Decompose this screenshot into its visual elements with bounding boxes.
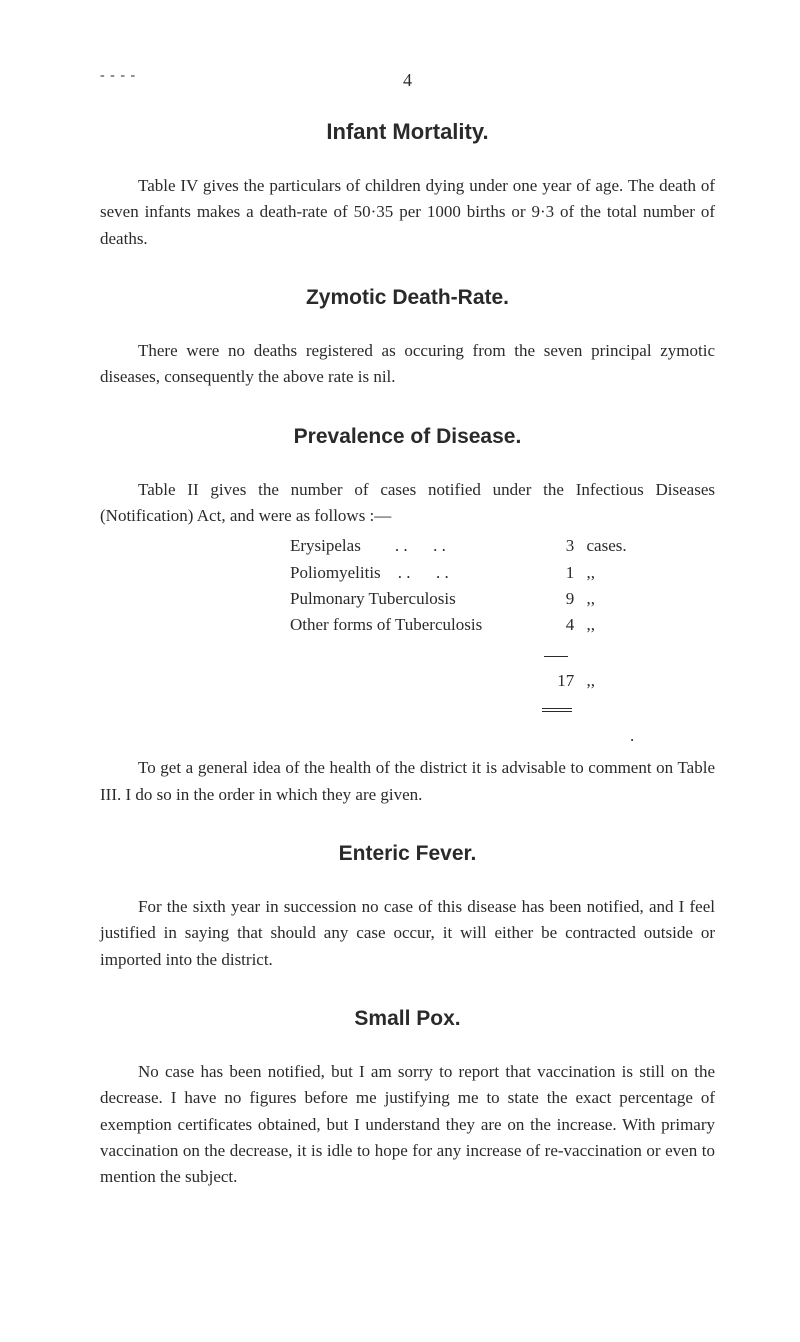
- total-unit: ,,: [587, 668, 596, 694]
- disease-unit: cases.: [587, 533, 627, 559]
- paragraph-infant-mortality: Table IV gives the particulars of childr…: [100, 173, 715, 252]
- page-number: 4: [100, 70, 715, 91]
- disease-label: Pulmonary Tuberculosis: [290, 586, 540, 612]
- disease-unit: ,,: [587, 612, 596, 638]
- disease-label: Erysipelas . . . .: [290, 533, 540, 559]
- heading-prevalence: Prevalence of Disease.: [100, 425, 715, 449]
- disease-value: 1: [544, 560, 574, 586]
- heading-enteric: Enteric Fever.: [100, 842, 715, 866]
- total-row: 17 ,,: [290, 668, 715, 694]
- total-double-rule: [542, 708, 572, 712]
- closing-dot: .: [630, 723, 715, 749]
- paragraph-prevalence-intro: Table II gives the number of cases notif…: [100, 477, 715, 530]
- heading-zymotic: Zymotic Death-Rate.: [100, 286, 715, 310]
- paragraph-zymotic: There were no deaths registered as occur…: [100, 338, 715, 391]
- disease-value: 3: [544, 533, 574, 559]
- disease-value: 9: [544, 586, 574, 612]
- disease-value: 4: [544, 612, 574, 638]
- paragraph-prevalence-closing: To get a general idea of the health of t…: [100, 755, 715, 808]
- disease-unit: ,,: [587, 586, 596, 612]
- paragraph-smallpox: No case has been notified, but I am sorr…: [100, 1059, 715, 1191]
- disease-label: Poliomyelitis . . . .: [290, 560, 540, 586]
- disease-label: Other forms of Tuberculosis: [290, 612, 540, 638]
- list-item: Pulmonary Tuberculosis 9 ,,: [290, 586, 715, 612]
- disease-list: Erysipelas . . . . 3 cases. Poliomyeliti…: [290, 533, 715, 749]
- list-item: Other forms of Tuberculosis 4 ,,: [290, 612, 715, 638]
- total-separator: [544, 656, 568, 657]
- page-dash-mark: - - - -: [100, 68, 136, 84]
- paragraph-enteric: For the sixth year in succession no case…: [100, 894, 715, 973]
- list-item: Erysipelas . . . . 3 cases.: [290, 533, 715, 559]
- list-item: Poliomyelitis . . . . 1 ,,: [290, 560, 715, 586]
- heading-infant-mortality: Infant Mortality.: [100, 119, 715, 145]
- total-value: 17: [544, 668, 574, 694]
- heading-smallpox: Small Pox.: [100, 1007, 715, 1031]
- disease-unit: ,,: [587, 560, 596, 586]
